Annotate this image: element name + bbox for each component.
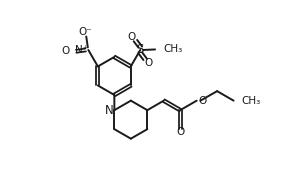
Text: CH₃: CH₃ (164, 44, 183, 54)
Text: O: O (145, 58, 153, 69)
Text: S: S (137, 43, 144, 56)
Text: N: N (105, 104, 114, 117)
Text: O: O (128, 31, 136, 42)
Text: O: O (199, 96, 207, 106)
Text: N⁺: N⁺ (75, 45, 88, 55)
Text: O: O (176, 126, 184, 136)
Text: O⁻: O⁻ (78, 27, 92, 37)
Text: CH₃: CH₃ (241, 96, 260, 106)
Text: O: O (62, 46, 70, 56)
